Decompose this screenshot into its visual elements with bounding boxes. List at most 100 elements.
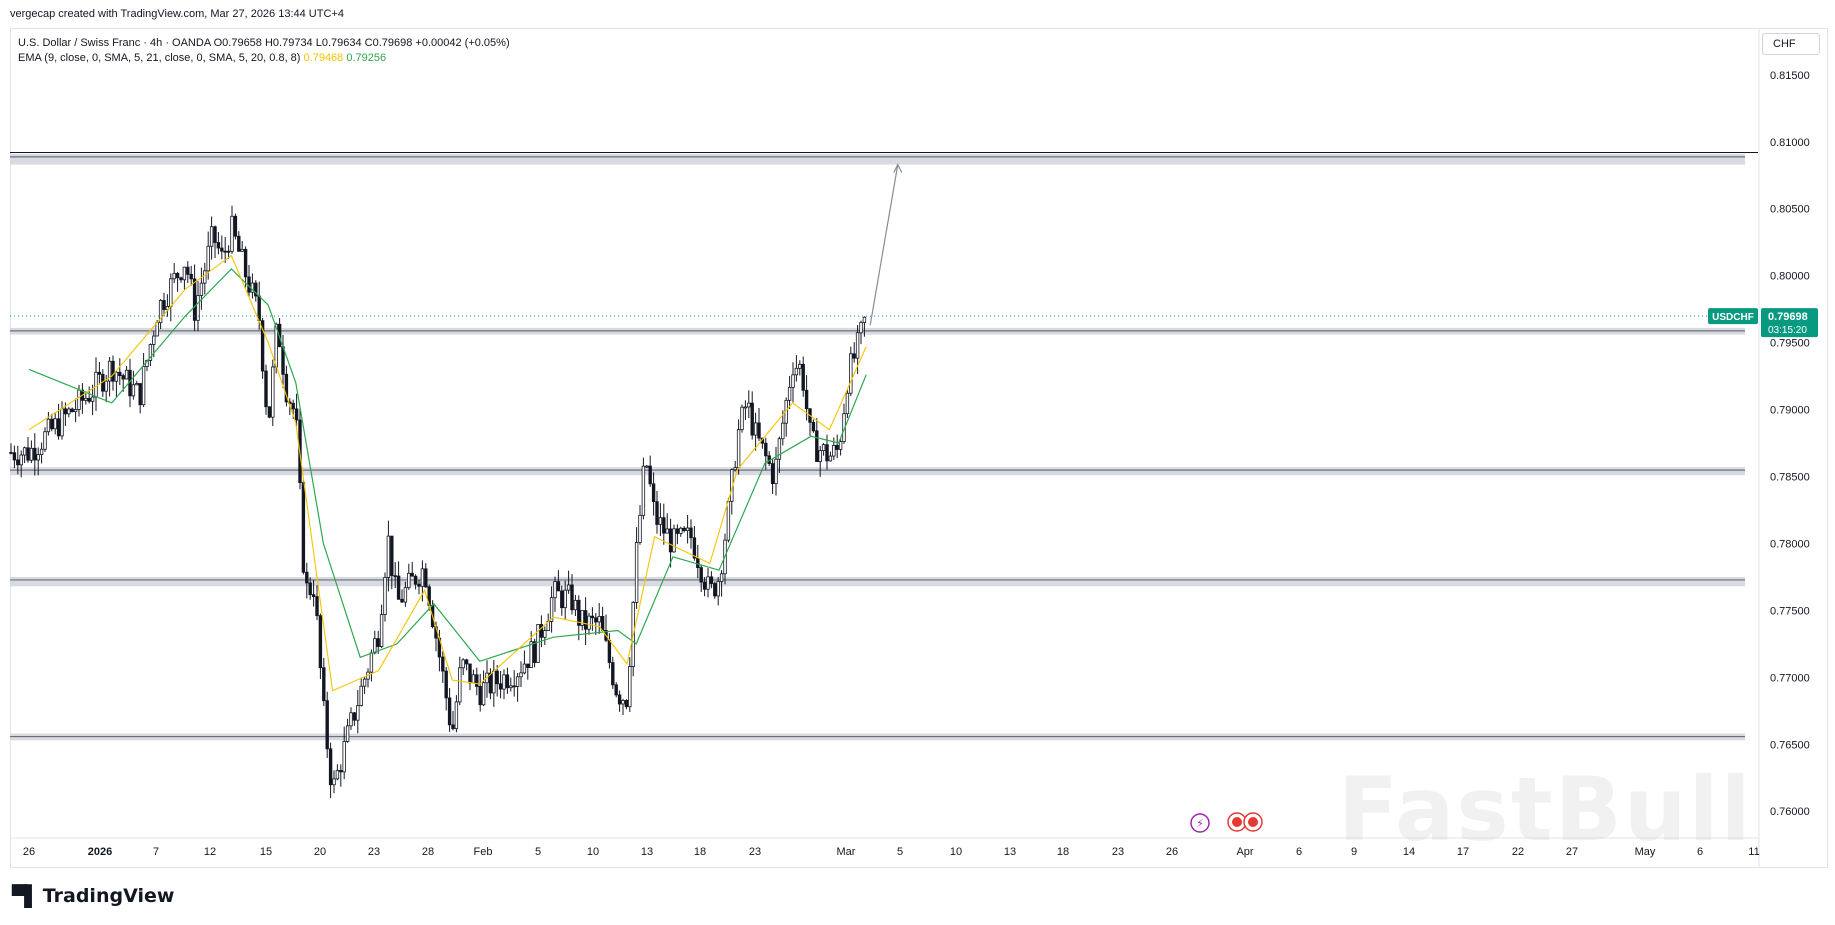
candle-body	[148, 344, 153, 361]
candle-body	[213, 226, 217, 243]
time-tick-label: 23	[749, 846, 761, 858]
candle-body	[811, 421, 816, 432]
candle-body	[315, 596, 319, 617]
candle-body	[787, 386, 792, 401]
candle-body	[859, 322, 863, 334]
candle-body	[124, 369, 129, 380]
candle-body	[648, 465, 652, 485]
candle-body	[50, 418, 54, 430]
candle-body	[179, 277, 183, 281]
us-flag-dot-2	[1248, 817, 1258, 827]
time-tick-label: 28	[422, 846, 434, 858]
candle-body	[621, 699, 625, 705]
time-axis: 26 2026 7 12 15 20 23 28 Feb 5 10 13 18 23 Mar 5 10 13 18 2…	[10, 837, 1760, 858]
candle-body	[186, 266, 190, 275]
candle-body	[141, 366, 146, 406]
candle-body	[804, 389, 809, 410]
candle-body	[713, 583, 717, 597]
candle-body	[359, 685, 363, 707]
zone-0[interactable]	[10, 153, 1745, 165]
candle-body	[539, 624, 544, 638]
candle-body	[43, 431, 47, 450]
candle-body	[33, 447, 37, 461]
candle-body	[706, 576, 710, 590]
symbol-tag: USDCHF	[1712, 312, 1754, 323]
candle-body	[835, 444, 839, 450]
candle-body	[138, 383, 142, 406]
candle-body	[73, 409, 78, 413]
tradingview-logo[interactable]: ▀▌ TradingView	[12, 884, 174, 908]
candle-body	[498, 683, 503, 690]
candle-body	[240, 248, 244, 252]
candle-body	[662, 517, 666, 534]
candle-body	[413, 575, 418, 585]
price-tag-value: 0.79698	[1768, 311, 1808, 323]
candle-body	[111, 360, 115, 382]
price-tick-label: 0.76000	[1770, 806, 1810, 818]
candle-body	[798, 363, 802, 369]
time-tick-label: 18	[694, 846, 706, 858]
candle-body	[379, 614, 384, 647]
candle-body	[672, 528, 676, 553]
lightning-icon[interactable]	[1190, 813, 1210, 833]
price-tick-label: 0.79500	[1770, 338, 1810, 350]
candle-body	[781, 422, 785, 440]
candle-body	[651, 483, 656, 503]
candle-body	[464, 659, 469, 665]
candle-body	[291, 402, 295, 410]
candle-body	[420, 568, 425, 587]
time-tick-label: 14	[1403, 846, 1415, 858]
candle-body	[549, 597, 554, 622]
time-tick-label: 18	[1057, 846, 1069, 858]
candle-body	[199, 282, 204, 296]
candle-body	[441, 656, 445, 672]
candle-body	[118, 371, 122, 377]
candle-body	[345, 725, 350, 742]
zone-2[interactable]	[10, 467, 1745, 476]
candle-body	[607, 639, 612, 663]
candle-body	[740, 406, 744, 431]
candle-body	[638, 514, 642, 543]
candle-body	[16, 459, 20, 466]
candle-body	[682, 527, 686, 531]
candle-body	[318, 615, 323, 669]
candle-body	[570, 584, 574, 611]
candle-body	[70, 408, 74, 413]
ema-fast-value: 0.79468	[303, 52, 344, 64]
candle-body	[862, 316, 867, 323]
price-tick-label: 0.77000	[1770, 672, 1810, 684]
zone-3[interactable]	[10, 576, 1745, 587]
candle-body	[325, 700, 329, 750]
time-tick-label: 26	[1166, 846, 1178, 858]
candle-body	[352, 712, 357, 721]
candle-body	[182, 266, 187, 281]
time-tick-label: 26	[23, 846, 35, 858]
candle-body	[614, 684, 618, 696]
time-tick-label: 6	[1697, 846, 1703, 858]
candle-body	[532, 641, 537, 663]
time-tick-label: 13	[1004, 846, 1016, 858]
candle-body	[152, 335, 156, 345]
tradingview-logo-icon: ▀▌	[12, 884, 40, 908]
candle-body	[424, 568, 428, 588]
candle-body	[386, 535, 391, 578]
candle-body	[376, 638, 380, 647]
candle-body	[131, 384, 136, 397]
time-tick-label: 10	[950, 846, 962, 858]
candle-body	[305, 571, 309, 584]
candle-body	[774, 458, 778, 485]
price-tag-bg	[1761, 308, 1818, 338]
candle-body	[155, 322, 159, 337]
candle-body	[264, 370, 268, 408]
candle-body	[121, 375, 125, 380]
candle-body	[400, 598, 404, 603]
projection-arrow[interactable]	[869, 164, 899, 326]
candle-body	[77, 389, 81, 410]
candle-body	[821, 444, 826, 452]
candle-body	[573, 599, 578, 611]
currency-button[interactable]: CHF	[1762, 33, 1820, 55]
price-tick-label: 0.80500	[1770, 204, 1810, 216]
candle-body	[556, 581, 561, 592]
price-tick-label: 0.80000	[1770, 271, 1810, 283]
